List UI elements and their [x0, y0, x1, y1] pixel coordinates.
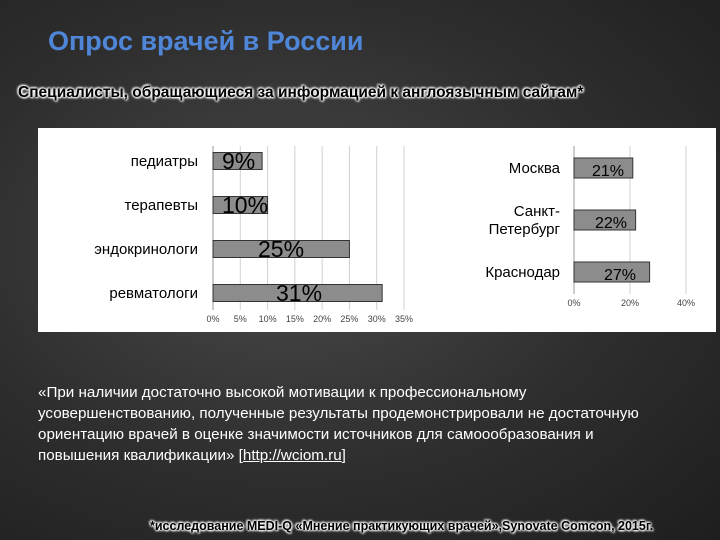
specialists-bar [212, 152, 263, 170]
footnote: *исследование MEDI-Q «Мнение практикующи… [150, 519, 654, 533]
specialists-data-label: 31% [276, 280, 322, 306]
quote-close: ] [341, 447, 346, 464]
specialists-bar [212, 196, 269, 214]
specialists-bar [212, 284, 383, 302]
specialists-bar-chart: 0% 5% 10% 15% 20% 25% 30% 35% педиатры 9% терапевт… [94, 146, 413, 324]
specialists-tick-label: 20% [313, 314, 331, 324]
quote-text: «При наличии достаточно высокой мотиваци… [38, 382, 678, 466]
specialists-tick-label: 30% [368, 314, 386, 324]
specialists-tick-label: 5% [234, 314, 247, 324]
page-subtitle: Специалисты, обращающиеся за информацией… [18, 84, 584, 101]
specialists-data-label: 9% [222, 148, 255, 174]
cities-data-label: 22% [595, 215, 627, 232]
cities-tick-label: 40% [677, 298, 695, 308]
specialists-category-label: педиатры [131, 153, 198, 170]
specialists-data-label: 25% [258, 236, 304, 262]
specialists-tick-label: 35% [395, 314, 413, 324]
cities-data-label: 21% [592, 163, 624, 180]
cities-category-label: Санкт-Петербург [489, 203, 561, 238]
cities-tick-label: 0% [567, 298, 580, 308]
specialists-category-label: эндокринологи [94, 241, 198, 258]
cities-category-label: Краснодар [485, 264, 560, 281]
cities-bar [573, 209, 637, 231]
cities-bar [573, 157, 634, 179]
specialists-tick-label: 10% [259, 314, 277, 324]
quote-body: «При наличии достаточно высокой мотиваци… [38, 384, 639, 464]
specialists-category-label: терапевты [125, 197, 198, 214]
specialists-category-label: ревматологи [109, 285, 198, 302]
cities-category-label: Москва [509, 160, 561, 177]
cities-bar-chart: 0% 20% 40% Москва 21% Санкт-Петербург 22% Красн… [485, 146, 695, 308]
source-link[interactable]: http://wciom.ru [242, 447, 342, 464]
specialists-tick-label: 15% [286, 314, 304, 324]
cities-data-label: 27% [604, 267, 636, 284]
specialists-bar [212, 240, 350, 258]
cities-tick-label: 20% [621, 298, 639, 308]
chart-panel: 0% 5% 10% 15% 20% 25% 30% 35% педиатры 9% терапевт… [38, 128, 716, 332]
page-title: Опрос врачей в России [48, 26, 364, 56]
specialists-tick-label: 25% [340, 314, 358, 324]
specialists-data-label: 10% [222, 192, 268, 218]
specialists-tick-label: 0% [206, 314, 219, 324]
cities-bar [573, 261, 651, 283]
